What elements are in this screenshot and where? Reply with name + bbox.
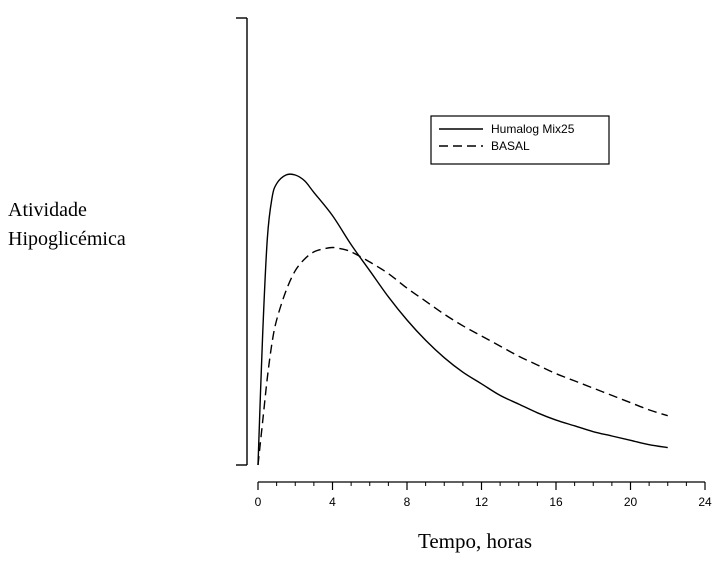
x-tick-label: 4 — [329, 495, 336, 509]
y-axis-label: Atividade Hipoglicémica — [8, 196, 126, 254]
y-axis-label-line-1: Atividade — [8, 199, 87, 221]
x-tick-label: 0 — [255, 495, 262, 509]
y-axis — [236, 17, 248, 466]
legend: Humalog Mix25 BASAL — [430, 115, 610, 165]
legend-label: BASAL — [491, 139, 530, 153]
x-axis: 0 4 8 12 16 20 24 — [255, 481, 712, 509]
legend-label: Humalog Mix25 — [491, 122, 575, 136]
x-tick-label: 20 — [624, 495, 638, 509]
x-axis-label: Tempo, horas — [418, 529, 533, 553]
series-line-basal — [257, 246, 668, 466]
x-tick-label: 24 — [698, 495, 712, 509]
y-axis-label-line-2: Hipoglicémica — [8, 228, 126, 250]
series-layer — [257, 173, 668, 466]
x-tick-label: 12 — [475, 495, 489, 509]
legend-box — [430, 115, 610, 165]
series-line-humalog — [257, 173, 668, 466]
x-tick-label: 8 — [404, 495, 411, 509]
x-tick-label: 16 — [549, 495, 563, 509]
